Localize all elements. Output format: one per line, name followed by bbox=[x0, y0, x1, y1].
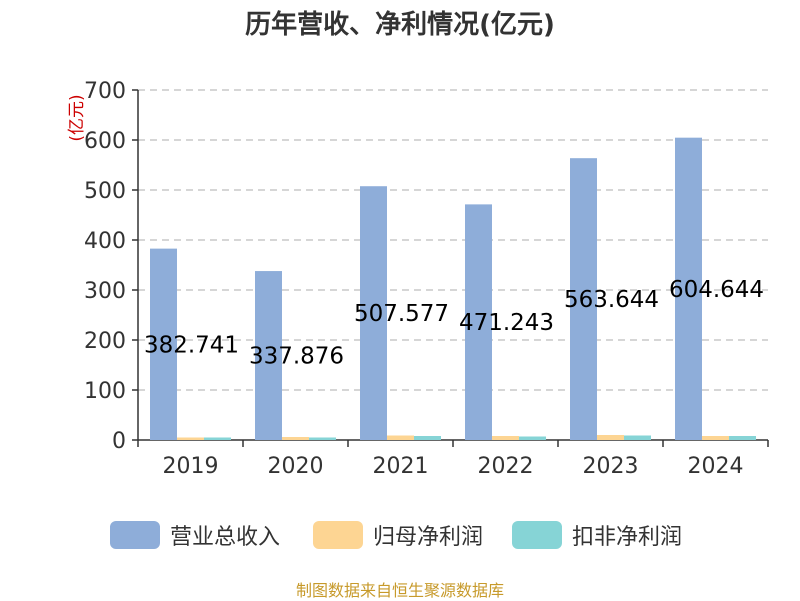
legend-item-deducted-net-profit[interactable]: 扣非净利润 bbox=[512, 518, 682, 552]
y-axis-label: (亿元) bbox=[67, 94, 87, 141]
bar-revenue bbox=[255, 271, 282, 440]
data-labels: 382.741 337.876 507.577 471.243 563.644 604.6… bbox=[144, 277, 764, 370]
x-tick-label: 2021 bbox=[373, 454, 429, 479]
bar-deducted-net-profit bbox=[414, 436, 441, 440]
gridlines bbox=[138, 89, 768, 391]
x-tick-label: 2019 bbox=[163, 454, 219, 479]
legend-swatch-net-profit bbox=[313, 521, 363, 549]
axes: 0 100 200 300 400 500 600 700 2019 2020 2021 2022 20… bbox=[84, 79, 769, 479]
y-tick-label: 400 bbox=[84, 229, 126, 254]
bar-net-profit bbox=[492, 436, 519, 440]
data-label-revenue: 563.644 bbox=[564, 287, 659, 313]
bar-deducted-net-profit bbox=[309, 437, 336, 440]
bar-net-profit bbox=[282, 437, 309, 440]
bar-net-profit bbox=[177, 437, 204, 440]
legend-label-revenue: 营业总收入 bbox=[170, 525, 281, 550]
bar-net-profit bbox=[597, 435, 624, 440]
legend-item-revenue[interactable]: 营业总收入 bbox=[110, 518, 280, 552]
legend-label-net-profit: 归母净利润 bbox=[373, 525, 484, 550]
bar-net-profit bbox=[387, 435, 414, 440]
y-tick-label: 100 bbox=[84, 379, 126, 404]
data-label-revenue: 382.741 bbox=[144, 332, 239, 358]
x-tick-label: 2020 bbox=[268, 454, 324, 479]
y-tick-label: 600 bbox=[84, 129, 126, 154]
bar-revenue bbox=[360, 186, 387, 440]
bar-revenue bbox=[150, 248, 177, 440]
x-tick-label: 2022 bbox=[478, 454, 534, 479]
data-label-revenue: 471.243 bbox=[459, 310, 554, 336]
bars bbox=[150, 137, 756, 441]
legend-item-net-profit[interactable]: 归母净利润 bbox=[313, 518, 483, 552]
x-tick-label: 2024 bbox=[688, 454, 744, 479]
x-tick-label: 2023 bbox=[583, 454, 639, 479]
bar-revenue bbox=[570, 158, 597, 441]
data-label-revenue: 604.644 bbox=[669, 277, 764, 303]
y-tick-label: 500 bbox=[84, 179, 126, 204]
bar-revenue bbox=[465, 204, 492, 440]
y-tick-label: 700 bbox=[84, 79, 126, 104]
bar-deducted-net-profit bbox=[729, 436, 756, 440]
legend-swatch-deducted-net-profit bbox=[512, 521, 562, 549]
y-tick-label: 300 bbox=[84, 279, 126, 304]
y-tick-label: 200 bbox=[84, 329, 126, 354]
y-tick-label: 0 bbox=[112, 429, 126, 454]
bar-revenue bbox=[675, 137, 702, 441]
source-note: 制图数据来自恒生聚源数据库 bbox=[295, 581, 504, 600]
bar-net-profit bbox=[702, 436, 729, 440]
bar-deducted-net-profit bbox=[204, 437, 231, 440]
data-label-revenue: 507.577 bbox=[354, 301, 449, 327]
legend-swatch-revenue bbox=[110, 521, 160, 549]
legend-label-deducted-net-profit: 扣非净利润 bbox=[572, 525, 683, 550]
data-label-revenue: 337.876 bbox=[249, 344, 344, 370]
bar-deducted-net-profit bbox=[519, 436, 546, 440]
bar-deducted-net-profit bbox=[624, 435, 651, 440]
chart-title: 历年营收、净利情况(亿元) bbox=[245, 10, 555, 40]
